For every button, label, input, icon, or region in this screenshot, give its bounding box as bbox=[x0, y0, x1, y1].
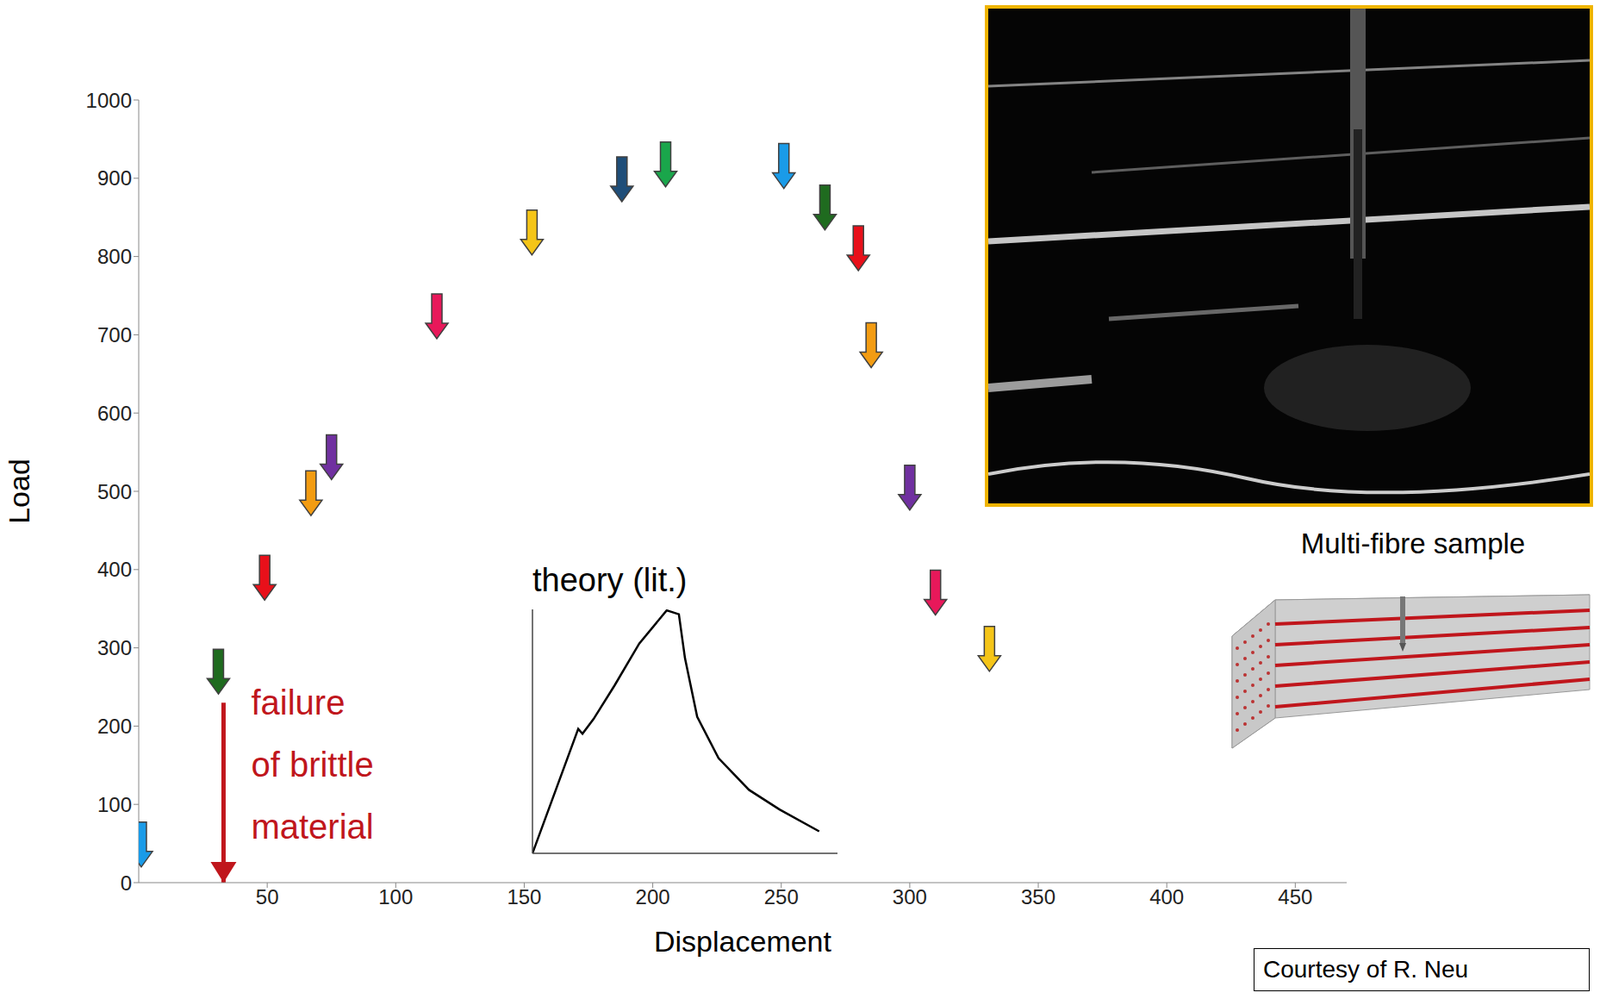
svg-text:failure: failure bbox=[250, 683, 345, 722]
svg-text:150: 150 bbox=[506, 884, 542, 909]
svg-text:250: 250 bbox=[764, 884, 799, 909]
svg-text:350: 350 bbox=[1021, 884, 1056, 909]
html-text:Multi-fibre sample: Multi-fibre sample bbox=[1300, 527, 1526, 560]
svg-text:900: 900 bbox=[97, 166, 132, 190]
svg-text:Displacement: Displacement bbox=[653, 924, 833, 957]
svg-text:300: 300 bbox=[97, 635, 132, 660]
svg-text:300: 300 bbox=[892, 884, 928, 909]
svg-text:700: 700 bbox=[97, 323, 132, 347]
svg-text:400: 400 bbox=[1149, 884, 1184, 909]
html-text:theory (lit.): theory (lit.) bbox=[532, 561, 688, 598]
svg-text:of brittle: of brittle bbox=[250, 745, 374, 784]
svg-text:0: 0 bbox=[120, 871, 132, 895]
svg-text:600: 600 bbox=[97, 401, 132, 425]
svg-text:100: 100 bbox=[378, 884, 413, 909]
svg-text:200: 200 bbox=[97, 714, 132, 738]
svg-text:Load: Load bbox=[2, 458, 36, 524]
html-text:Courtesy of R. Neu: Courtesy of R. Neu bbox=[1263, 955, 1469, 983]
svg-text:1000: 1000 bbox=[86, 88, 132, 113]
svg-text:500: 500 bbox=[97, 479, 132, 504]
svg-text:50: 50 bbox=[255, 884, 280, 909]
svg-text:400: 400 bbox=[97, 557, 132, 581]
svg-text:material: material bbox=[250, 807, 374, 846]
svg-text:200: 200 bbox=[635, 884, 671, 909]
svg-text:800: 800 bbox=[97, 244, 132, 268]
svg-text:100: 100 bbox=[97, 792, 132, 816]
svg-text:450: 450 bbox=[1277, 884, 1313, 909]
